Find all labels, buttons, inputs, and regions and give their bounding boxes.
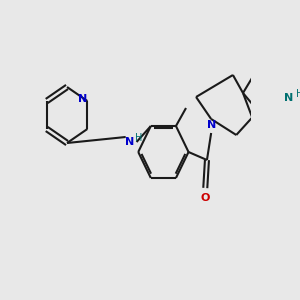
- Text: N: N: [78, 94, 87, 104]
- Text: N: N: [125, 137, 134, 147]
- Text: H: H: [296, 89, 300, 99]
- Text: N: N: [206, 120, 216, 130]
- Text: H: H: [135, 133, 142, 143]
- Text: O: O: [201, 193, 210, 203]
- Text: N: N: [284, 93, 294, 103]
